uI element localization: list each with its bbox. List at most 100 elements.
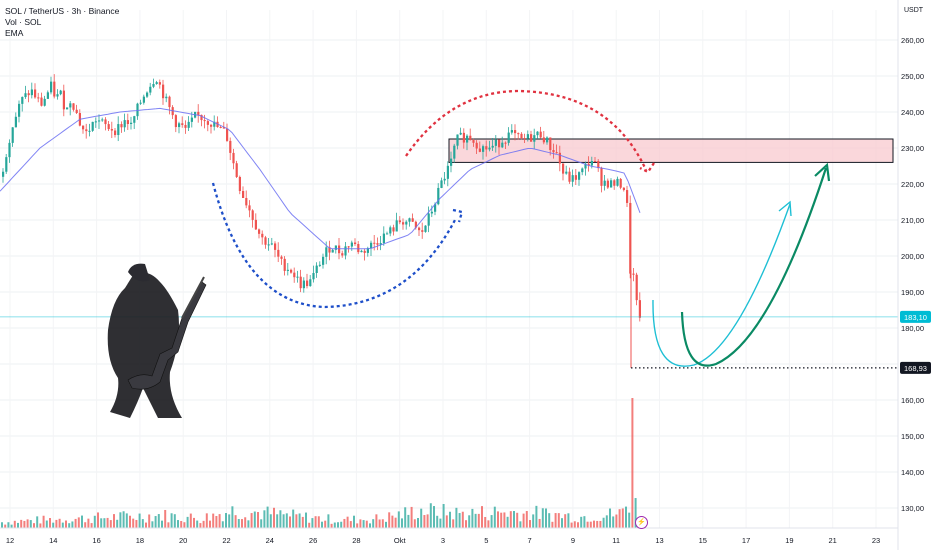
volume-bar bbox=[583, 516, 586, 528]
candle bbox=[245, 190, 248, 209]
candle bbox=[418, 226, 421, 237]
candle-body bbox=[274, 243, 277, 250]
volume-bar bbox=[87, 518, 90, 528]
candle bbox=[8, 139, 11, 163]
volume-bar bbox=[237, 519, 240, 528]
candle-body bbox=[501, 142, 504, 148]
symbol-title[interactable]: SOL / TetherUS · 3h · Binance bbox=[5, 6, 120, 16]
candle-body bbox=[174, 115, 177, 128]
candle bbox=[501, 136, 504, 149]
candle-body bbox=[14, 116, 17, 128]
volume-bar bbox=[10, 524, 13, 528]
candle-body bbox=[104, 119, 107, 125]
time-tick-label: 18 bbox=[136, 536, 144, 545]
candle bbox=[510, 124, 513, 135]
price-tick-label: 220,00 bbox=[901, 180, 924, 189]
support-price-tag: 168,93 bbox=[900, 361, 931, 374]
volume-bar bbox=[330, 523, 333, 528]
volume-bar bbox=[189, 513, 192, 528]
volume-bar bbox=[266, 506, 269, 528]
volume-bar bbox=[289, 516, 291, 528]
candle bbox=[350, 240, 353, 251]
candle bbox=[30, 82, 33, 99]
candle bbox=[91, 121, 94, 132]
candle-body bbox=[622, 187, 625, 191]
candle-body bbox=[370, 242, 373, 249]
candle-body bbox=[520, 133, 523, 139]
volume-bar bbox=[52, 522, 55, 528]
candle-body bbox=[565, 171, 568, 174]
candle-body bbox=[376, 243, 379, 245]
candle-body bbox=[21, 97, 24, 104]
volume-bar bbox=[151, 521, 154, 528]
candle-body bbox=[507, 132, 510, 143]
volume-bar bbox=[471, 508, 474, 528]
price-tick-label: 190,00 bbox=[901, 288, 924, 297]
candle bbox=[94, 117, 97, 128]
candle bbox=[322, 253, 325, 269]
volume-bar bbox=[493, 506, 496, 528]
candle-body bbox=[411, 218, 414, 222]
candle bbox=[235, 160, 238, 178]
candle bbox=[258, 228, 261, 239]
bear-playing-guitar-illustration bbox=[107, 263, 207, 418]
volume-bar bbox=[503, 512, 506, 528]
candle-body bbox=[619, 178, 622, 188]
volume-bar bbox=[317, 516, 320, 528]
volume-bar bbox=[599, 520, 602, 528]
candle bbox=[264, 235, 267, 249]
time-tick-label: 16 bbox=[92, 536, 100, 545]
volume-bar bbox=[180, 520, 183, 528]
candle-body bbox=[85, 129, 88, 132]
candle-body bbox=[498, 139, 501, 148]
volume-bar bbox=[439, 518, 442, 528]
candle-body bbox=[440, 180, 443, 188]
volume-bar bbox=[125, 513, 128, 528]
lightning-icon[interactable]: ⚡ bbox=[635, 516, 648, 529]
candle bbox=[494, 135, 497, 153]
candle bbox=[424, 225, 427, 233]
candle-body bbox=[590, 160, 593, 166]
volume-bar bbox=[42, 515, 45, 528]
candle bbox=[411, 213, 414, 222]
candle-body bbox=[34, 89, 37, 98]
current-price-tag: 183,10 bbox=[900, 310, 931, 323]
chart-legend: SOL / TetherUS · 3h · Binance Vol · SOL … bbox=[5, 6, 119, 39]
candle bbox=[606, 178, 609, 189]
candle-body bbox=[299, 276, 302, 289]
price-unit-label[interactable]: USDT bbox=[904, 7, 924, 14]
volume-bar bbox=[276, 514, 279, 528]
candle-body bbox=[424, 225, 427, 232]
candle bbox=[354, 238, 357, 246]
volume-bar bbox=[305, 512, 307, 528]
volume-bar bbox=[362, 520, 365, 528]
candle-body bbox=[219, 127, 222, 129]
volume-bar bbox=[4, 524, 7, 528]
volume-bar bbox=[250, 513, 253, 528]
candle bbox=[440, 177, 443, 189]
candle bbox=[437, 183, 440, 206]
candle bbox=[632, 268, 635, 282]
volume-bar bbox=[465, 520, 467, 528]
candle bbox=[50, 76, 53, 95]
candle-body bbox=[594, 160, 597, 162]
volume-bar bbox=[253, 511, 256, 528]
ema-indicator-label[interactable]: EMA bbox=[5, 28, 24, 38]
candle bbox=[18, 100, 21, 123]
candle-body bbox=[485, 146, 488, 150]
candle-body bbox=[222, 127, 225, 129]
candle-body bbox=[203, 120, 206, 122]
candle bbox=[280, 255, 283, 265]
volume-bar bbox=[410, 506, 413, 528]
candle bbox=[334, 245, 337, 254]
candle bbox=[283, 256, 286, 276]
candle-body bbox=[632, 273, 635, 275]
candle-body bbox=[600, 168, 603, 186]
candle-body bbox=[290, 269, 293, 273]
volume-indicator-label[interactable]: Vol · SOL bbox=[5, 17, 42, 27]
candle bbox=[360, 249, 363, 253]
volume-bar bbox=[7, 522, 10, 528]
candle-body bbox=[571, 175, 574, 182]
